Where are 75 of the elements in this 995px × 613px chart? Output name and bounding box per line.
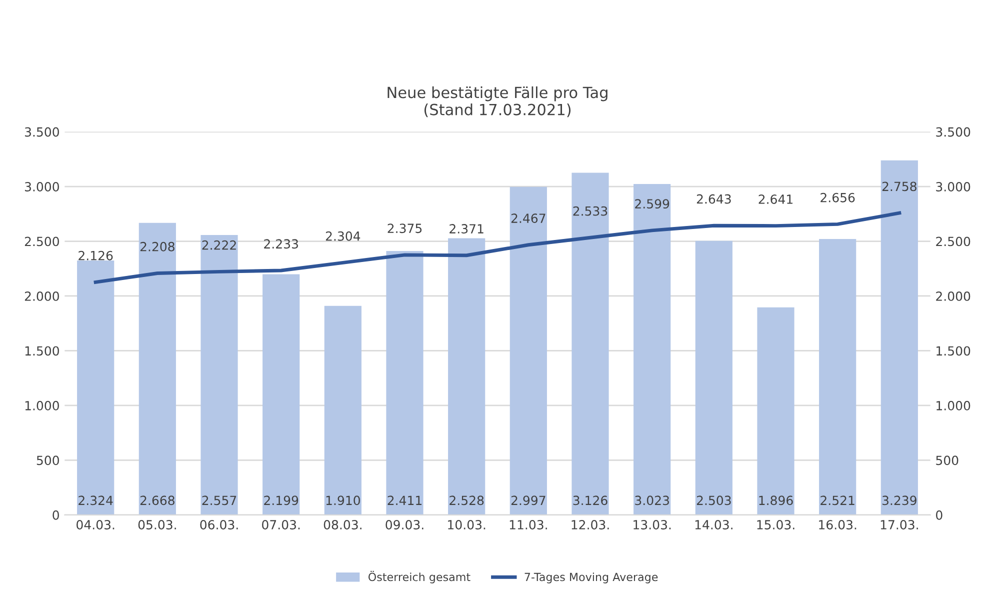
x-tick-label: 04.03. [76,520,114,530]
x-tick-label: 07.03. [262,520,300,530]
chart-title: Neue bestätigte Fälle pro Tag (Stand 17.03.2021) [388,86,608,118]
data-label: 3.126 [573,496,608,506]
data-label: 2.375 [388,224,422,234]
bar [819,238,856,515]
bar [695,240,732,515]
x-tick-label: 16.03. [819,520,856,530]
y-tick-label: 1.000 [25,400,59,410]
bar [77,260,114,515]
x-tick-label: 12.03. [572,520,609,530]
y-tick-label: 2.000 [24,291,59,301]
data-label: 1.910 [326,496,360,506]
data-label: 2.199 [264,496,298,506]
y2-tick-label: 2.000 [936,291,970,301]
x-tick-label: 06.03. [200,520,238,530]
x-tick-label: 09.03. [386,520,424,530]
bar [200,235,238,515]
y2-tick-label: 1.500 [936,346,970,356]
data-label: 2.208 [140,242,174,252]
x-tick-label: 17.03. [880,520,918,530]
data-label: 2.668 [140,496,174,506]
data-label: 2.411 [388,496,422,505]
data-label: 2.503 [696,496,731,506]
data-label: 2.528 [450,496,484,506]
data-label: 3.023 [635,496,669,506]
data-label: 1.896 [759,496,793,506]
y-tick-label: 1.500 [25,346,59,356]
data-label: 2.324 [78,496,113,506]
bar [634,184,671,515]
data-label: 2.521 [820,496,854,506]
data-label: 3.239 [882,496,916,506]
y-tick-label: 2.500 [24,236,59,246]
bar [138,222,176,515]
bar [324,306,362,515]
y-tick-label: 500 [36,456,59,466]
x-tick-label: 14.03. [695,520,732,530]
data-label: 2.467 [511,214,546,224]
data-label: 2.222 [202,240,236,250]
data-label: 2.557 [202,496,236,506]
y2-tick-label: 3.500 [936,127,970,137]
y2-tick-label: 2.500 [936,236,970,246]
data-label: 2.641 [758,194,792,204]
y-tick-label: 3.000 [24,182,59,192]
legend-label: Österreich gesamt [368,570,470,584]
y-tick-label: 0 [52,510,59,520]
data-label: 2.233 [264,239,298,249]
y2-tick-label: 3.000 [936,182,970,192]
x-tick-label: 05.03. [138,520,176,530]
x-tick-label: 11.03. [510,520,547,530]
data-label: 2.371 [450,224,484,234]
x-tick-label: 15.03. [757,520,794,530]
y2-tick-label: 1.000 [936,400,970,410]
data-label: 2.599 [635,199,670,209]
legend-label: 7-Tages Moving Average [524,572,658,584]
x-tick-label: 10.03. [448,520,486,530]
bar [510,186,547,515]
bar [386,251,424,515]
x-tick-label: 08.03. [324,520,362,530]
data-label: 2.304 [326,231,360,241]
bar [757,307,794,515]
bar [448,238,486,515]
bar [572,172,609,515]
x-tick-label: 13.03. [634,520,671,530]
data-label: 2.533 [573,206,608,216]
y-tick-label: 3.500 [24,127,59,137]
y2-tick-label: 500 [936,456,958,466]
data-label: 2.997 [511,496,546,506]
y2-tick-label: 0 [936,510,942,520]
bar [262,274,300,515]
bar [880,160,918,515]
data-label: 2.643 [696,194,731,204]
data-label: 2.656 [820,192,855,202]
data-label: 2.126 [78,250,113,260]
data-label: 2.758 [882,182,916,192]
